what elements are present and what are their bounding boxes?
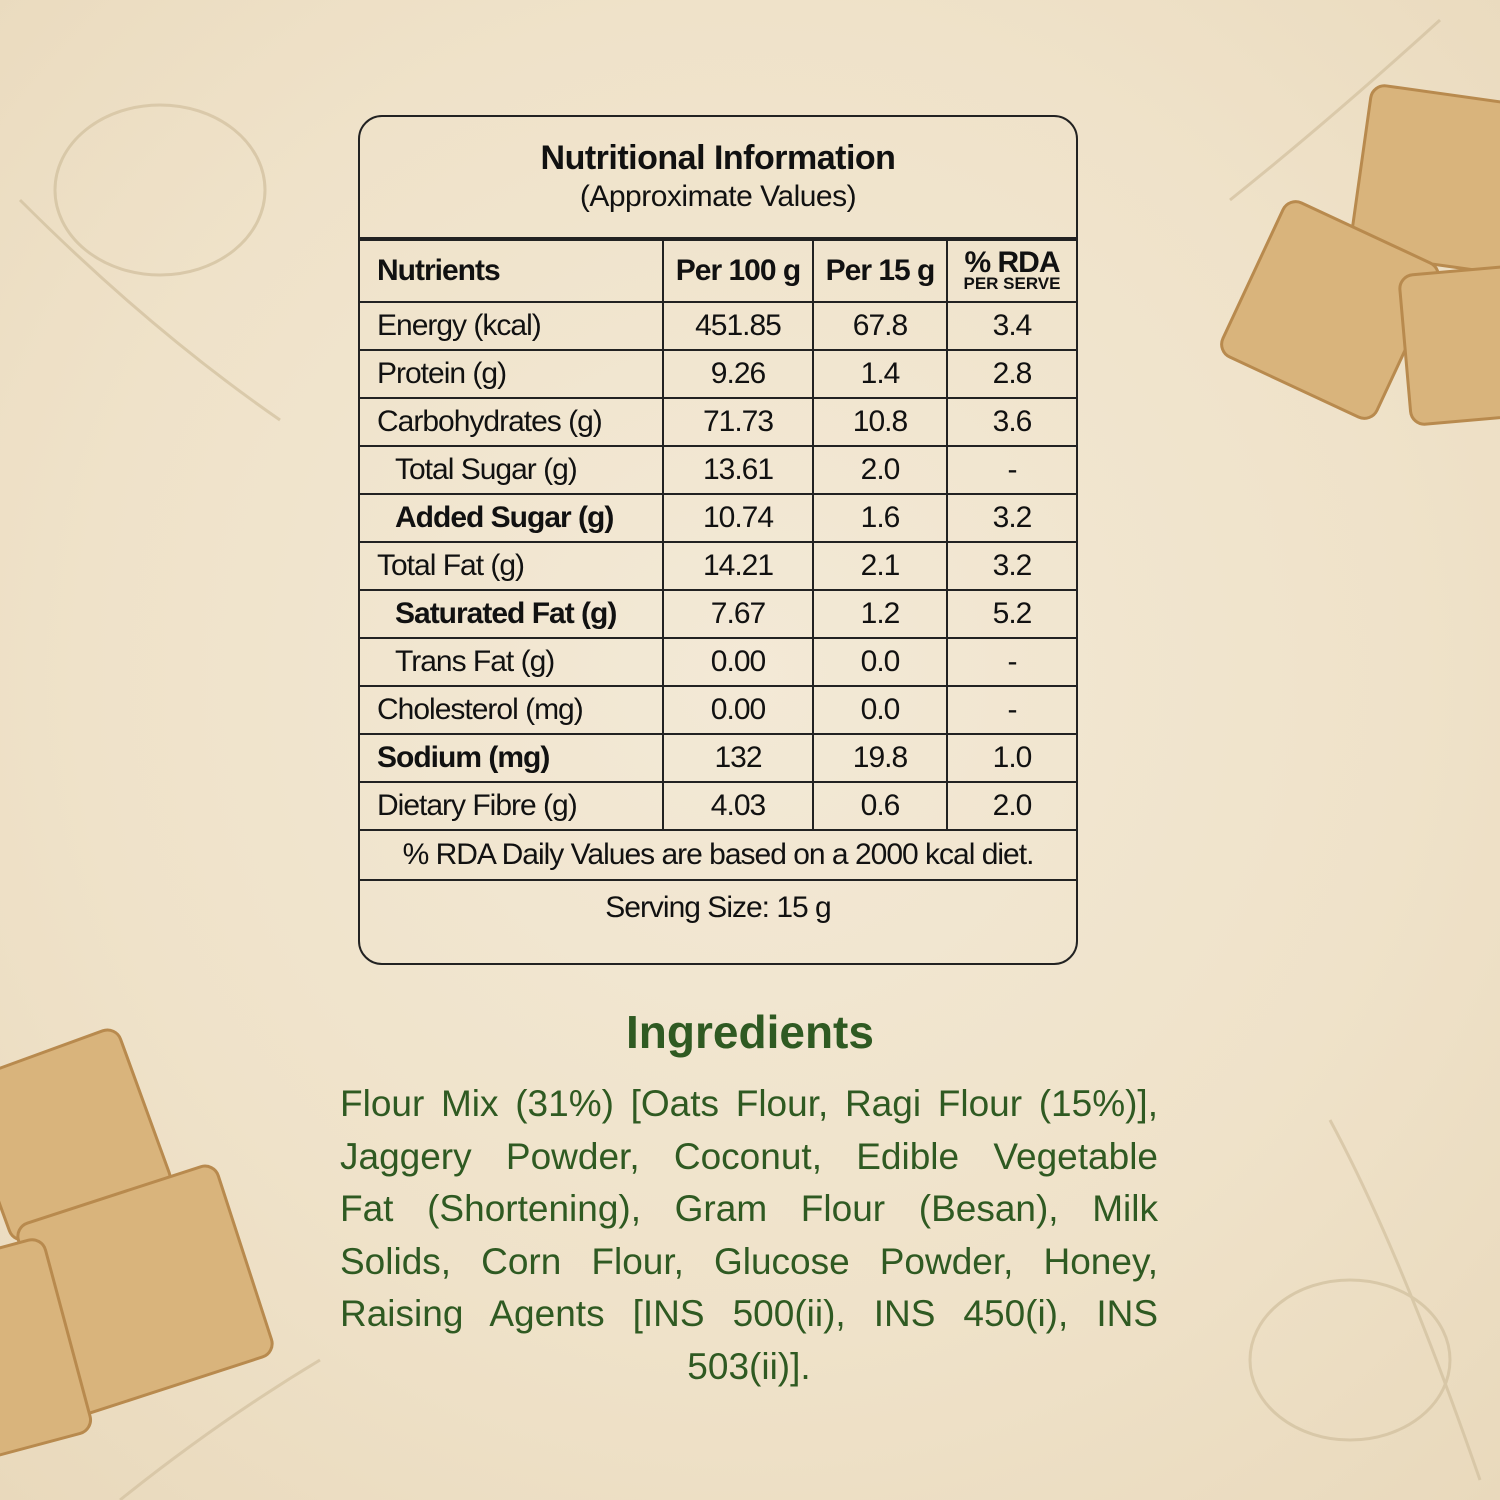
nutrient-row: Carbohydrates (g) 71.73 10.8 3.6 <box>360 397 1076 447</box>
nutrient-value: 3.6 <box>946 397 1076 447</box>
nutrient-value: 5.2 <box>946 589 1076 639</box>
nutrient-name: Total Sugar (g) <box>360 445 664 495</box>
nutrient-value: 10.8 <box>812 397 948 447</box>
nutrient-value: 1.2 <box>812 589 948 639</box>
header-cell: Per 15 g <box>812 239 948 303</box>
nutrient-value: 3.4 <box>946 301 1076 351</box>
nutrient-row: Total Fat (g) 14.21 2.1 3.2 <box>360 541 1076 591</box>
nutrient-name: Dietary Fibre (g) <box>360 781 664 831</box>
nutrient-name: Saturated Fat (g) <box>360 589 664 639</box>
nutrient-row: Energy (kcal) 451.85 67.8 3.4 <box>360 301 1076 351</box>
nutrient-name: Protein (g) <box>360 349 664 399</box>
panel-header: Nutritional Information (Approximate Val… <box>360 117 1076 239</box>
nutrient-value: 2.8 <box>946 349 1076 399</box>
nutrient-name: Carbohydrates (g) <box>360 397 664 447</box>
footnote: % RDA Daily Values are based on a 2000 k… <box>360 829 1076 881</box>
header-cell: Per 100 g <box>662 239 814 303</box>
nutrient-value: 0.0 <box>812 637 948 687</box>
nutrient-value: 19.8 <box>812 733 948 783</box>
nutrient-value: 10.74 <box>662 493 814 543</box>
nutrient-value: 132 <box>662 733 814 783</box>
panel-title: Nutritional Information <box>540 139 896 177</box>
nutrient-value: 2.0 <box>946 781 1076 831</box>
nutrient-row: Sodium (mg) 132 19.8 1.0 <box>360 733 1076 783</box>
nutrient-row: Protein (g) 9.26 1.4 2.8 <box>360 349 1076 399</box>
nutrient-value: 4.03 <box>662 781 814 831</box>
nutrient-value: 0.0 <box>812 685 948 735</box>
nutrient-value: 1.4 <box>812 349 948 399</box>
header-row: Nutrients Per 100 g Per 15 g % RDA PER S… <box>360 239 1076 303</box>
nutrient-value: 0.00 <box>662 637 814 687</box>
nutrient-row: Dietary Fibre (g) 4.03 0.6 2.0 <box>360 781 1076 831</box>
nutrient-value: 451.85 <box>662 301 814 351</box>
nutrient-row: Trans Fat (g) 0.00 0.0- <box>360 637 1076 687</box>
nutrient-row: Cholesterol (mg) 0.00 0.0- <box>360 685 1076 735</box>
ingredients-text: Flour Mix (31%) [Oats Flour, Ragi Flour … <box>340 1078 1158 1393</box>
header-cell: % RDA PER SERVE <box>946 239 1076 303</box>
nutrient-value: - <box>946 445 1076 495</box>
biscuit <box>0 1238 93 1462</box>
nutrient-value: 2.0 <box>812 445 948 495</box>
nutrient-row: Saturated Fat (g) 7.67 1.2 5.2 <box>360 589 1076 639</box>
nutrient-name: Cholesterol (mg) <box>360 685 664 735</box>
header-note: PER SERVE <box>963 274 1061 293</box>
biscuit <box>1398 263 1500 426</box>
ingredients-heading: Ingredients <box>626 1006 874 1058</box>
serving-row: Serving Size: 15 g <box>360 879 1076 935</box>
nutrient-value: 14.21 <box>662 541 814 591</box>
wheat-sketch <box>119 1358 321 1500</box>
nutrient-value: - <box>946 685 1076 735</box>
wheat-sketch <box>1229 18 1442 202</box>
footnote-row: % RDA Daily Values are based on a 2000 k… <box>360 829 1076 881</box>
bowl-sketch <box>1248 1278 1452 1442</box>
bowl-sketch <box>53 103 267 277</box>
wheat-sketch <box>18 198 281 422</box>
nutrient-value: 0.00 <box>662 685 814 735</box>
nutrient-value: 2.1 <box>812 541 948 591</box>
ingredients-line: Jaggery Powder, Coconut, Edible Vegetabl… <box>340 1135 1158 1177</box>
wheat-sketch <box>1328 1119 1482 1481</box>
nutrient-value: 7.67 <box>662 589 814 639</box>
nutrient-row: Added Sugar (g) 10.74 1.6 3.2 <box>360 493 1076 543</box>
table-body: Energy (kcal) 451.85 67.8 3.4 Protein (g) 9.2… <box>360 301 1076 935</box>
nutrient-value: - <box>946 637 1076 687</box>
nutrient-value: 71.73 <box>662 397 814 447</box>
header-cell: Nutrients <box>360 239 664 303</box>
nutrition-panel: Nutritional Information (Approximate Val… <box>358 115 1078 965</box>
ingredients-line: Raising Agents [INS 500(ii), INS 450(i),… <box>340 1293 1158 1334</box>
nutrient-value: 1.6 <box>812 493 948 543</box>
nutrient-value: 3.2 <box>946 493 1076 543</box>
nutrient-name: Sodium (mg) <box>360 733 664 783</box>
panel-subtitle: (Approximate Values) <box>579 180 857 213</box>
ingredients-line: Fat (Shortening), Gram Flour (Besan), Mi… <box>340 1188 1158 1229</box>
nutrient-value: 9.26 <box>662 349 814 399</box>
nutrient-name: Total Fat (g) <box>360 541 664 591</box>
ingredients-line: Solids, Corn Flour, Glucose Powder, Hone… <box>340 1240 1158 1282</box>
nutrient-value: 3.2 <box>946 541 1076 591</box>
nutrition-table: Nutrients Per 100 g Per 15 g % RDA PER S… <box>360 239 1076 935</box>
nutrient-row: Total Sugar (g) 13.61 2.0- <box>360 445 1076 495</box>
ingredients-line: 503(ii)]. <box>687 1345 811 1387</box>
nutrient-name: Trans Fat (g) <box>360 637 664 687</box>
nutrient-value: 1.0 <box>946 733 1076 783</box>
nutrient-value: 13.61 <box>662 445 814 495</box>
nutrient-value: 67.8 <box>812 301 948 351</box>
nutrient-name: Added Sugar (g) <box>360 493 664 543</box>
ingredients-line: Flour Mix (31%) [Oats Flour, Ragi Flour … <box>340 1083 1158 1124</box>
serving: Serving Size: 15 g <box>360 879 1076 935</box>
header-text: % RDA <box>964 246 1060 279</box>
nutrient-value: 0.6 <box>812 781 948 831</box>
nutrient-name: Energy (kcal) <box>360 301 664 351</box>
